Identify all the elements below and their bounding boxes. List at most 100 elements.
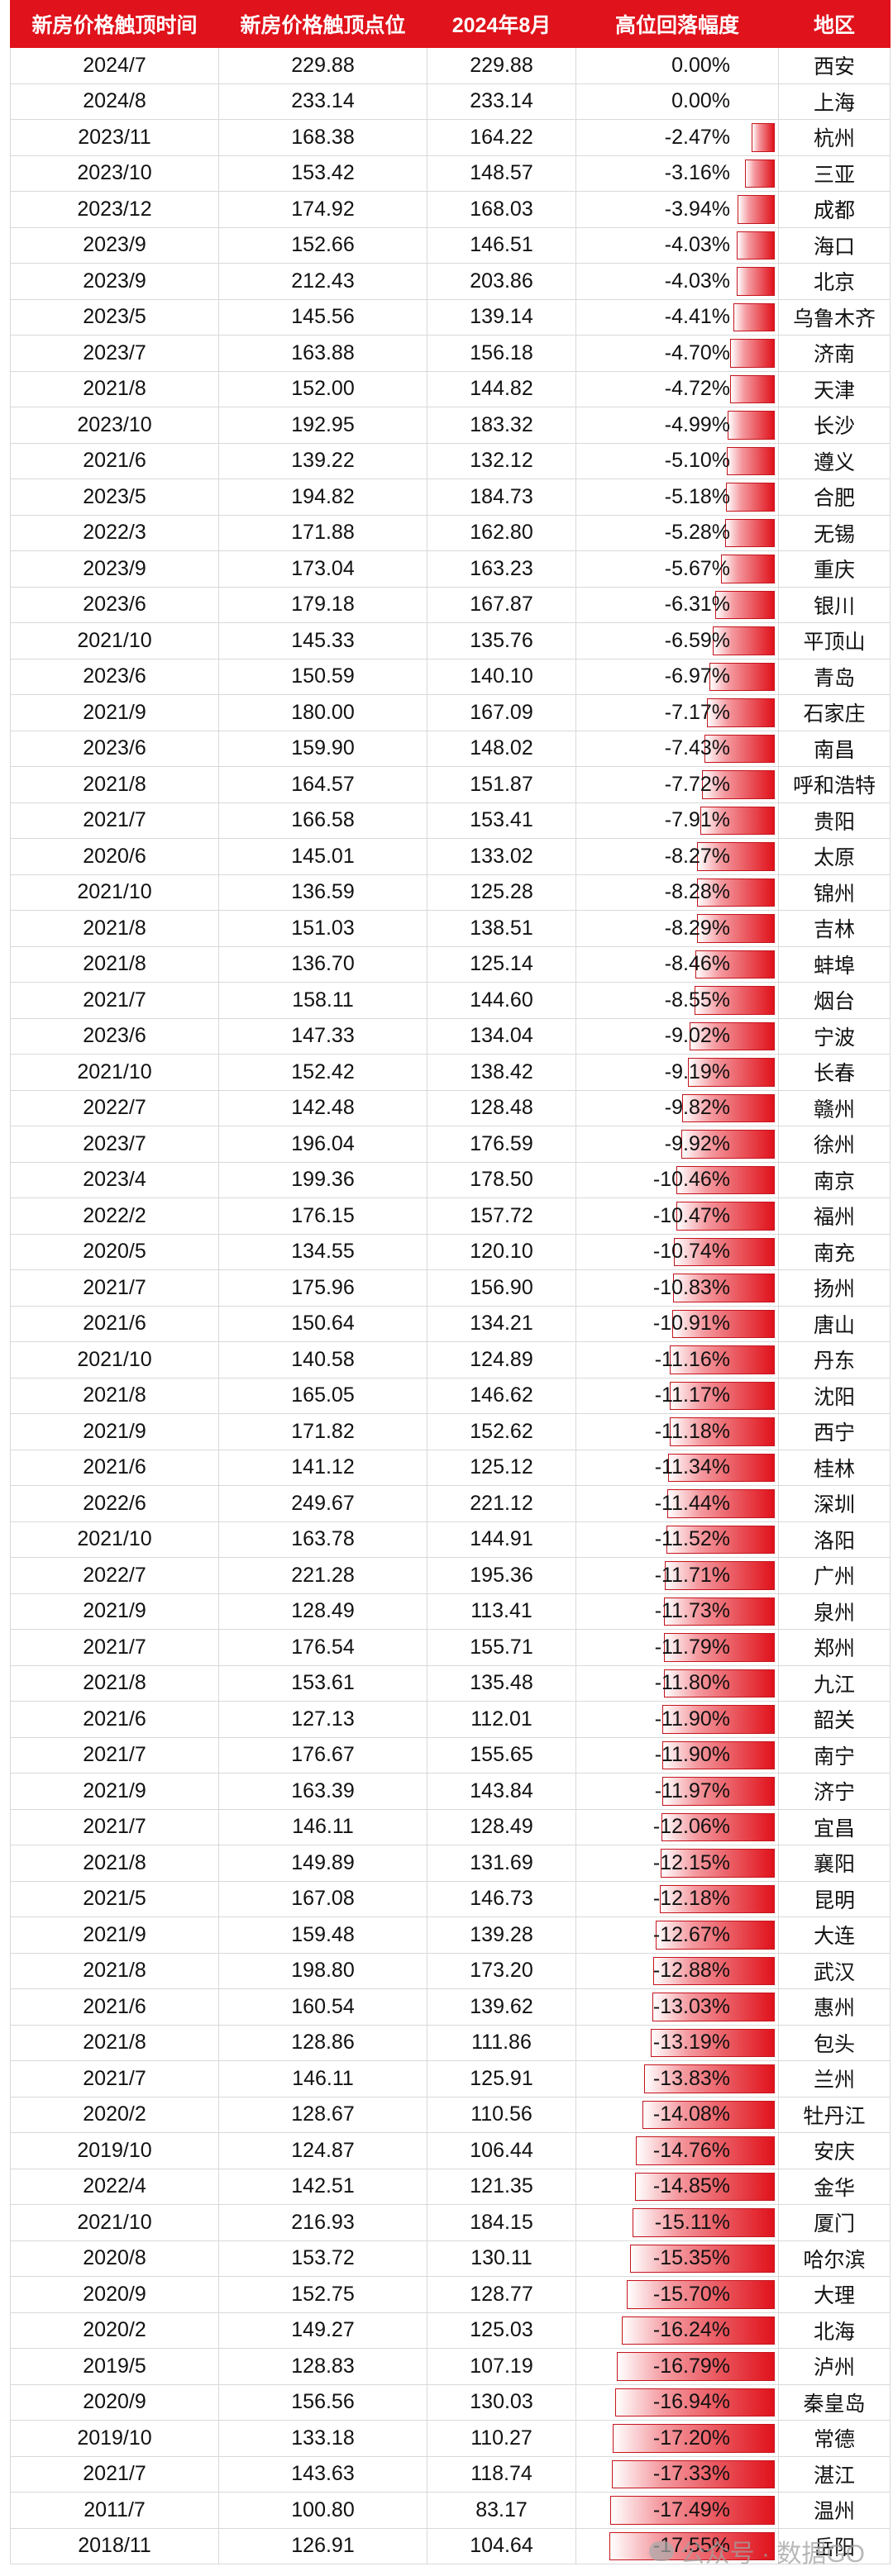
cell-peak-value: 174.92 (218, 191, 427, 228)
cell-drop-pct: -13.83% (575, 2060, 779, 2097)
drop-bar (725, 483, 775, 512)
cell-region: 遵义 (778, 442, 891, 479)
table-row: 2023/6 159.90 148.02 -7.43% 南昌 (10, 730, 891, 767)
cell-drop-pct: -4.03% (575, 263, 779, 300)
table-row: 2021/6 127.13 112.01 -11.90% 韶关 (10, 1701, 891, 1738)
cell-peak-value: 133.18 (218, 2420, 427, 2457)
drop-pct-text: -5.28% (664, 521, 730, 545)
cell-peak-value: 167.08 (218, 1880, 427, 1917)
drop-bar (634, 2172, 775, 2201)
cell-drop-pct: -17.33% (575, 2455, 779, 2493)
table-row: 2011/7 100.80 83.17 -17.49% 温州 (10, 2492, 891, 2529)
drop-pct-text: -11.97% (654, 1778, 730, 1802)
drop-pct-text: -14.08% (652, 2102, 730, 2126)
table-row: 2021/8 164.57 151.87 -7.72% 呼和浩特 (10, 766, 891, 803)
cell-peak-time: 2021/8 (10, 1845, 219, 1882)
table-row: 2019/10 124.87 106.44 -14.76% 安庆 (10, 2132, 891, 2169)
drop-bar (666, 1525, 775, 1554)
drop-pct-text: -15.35% (652, 2246, 730, 2270)
drop-pct-text: -10.47% (652, 1203, 730, 1227)
drop-bar (751, 123, 775, 152)
cell-aug-value: 146.51 (427, 226, 576, 264)
table-row: 2023/10 153.42 148.57 -3.16% 三亚 (10, 155, 891, 192)
cell-peak-value: 165.05 (218, 1377, 427, 1414)
cell-aug-value: 138.51 (427, 910, 576, 947)
table-row: 2020/9 156.56 130.03 -16.94% 秦皇岛 (10, 2383, 891, 2421)
cell-aug-value: 128.48 (427, 1089, 576, 1126)
cell-peak-time: 2021/9 (10, 1917, 219, 1954)
cell-peak-time: 2021/8 (10, 945, 219, 983)
cell-peak-value: 128.49 (218, 1593, 427, 1630)
cell-peak-value: 152.66 (218, 226, 427, 264)
cell-peak-value: 163.78 (218, 1521, 427, 1558)
drop-bar (730, 374, 775, 403)
cell-drop-pct: -9.02% (575, 1017, 779, 1055)
cell-region: 赣州 (778, 1089, 891, 1126)
cell-drop-pct: -8.46% (575, 945, 779, 983)
drop-pct-text: 0.00% (671, 53, 730, 77)
cell-peak-value: 136.59 (218, 874, 427, 911)
cell-peak-value: 159.48 (218, 1917, 427, 1954)
cell-aug-value: 152.62 (427, 1413, 576, 1450)
table-row: 2021/9 163.39 143.84 -11.97% 济宁 (10, 1773, 891, 1810)
drop-bar (694, 986, 775, 1015)
drop-pct-text: -8.27% (664, 844, 730, 868)
cell-peak-value: 168.38 (218, 119, 427, 156)
cell-drop-pct: -16.24% (575, 2312, 779, 2349)
drop-pct-text: -15.70% (652, 2282, 730, 2306)
drop-pct-text: -7.43% (664, 736, 730, 760)
table-row: 2020/6 145.01 133.02 -8.27% 太原 (10, 838, 891, 875)
cell-peak-value: 134.55 (218, 1233, 427, 1270)
cell-peak-time: 2021/10 (10, 2204, 219, 2241)
drop-pct-text: -14.85% (652, 2174, 730, 2198)
cell-aug-value: 155.71 (427, 1629, 576, 1666)
cell-drop-pct: -2.47% (575, 119, 779, 156)
price-drop-table: 新房价格触顶时间 新房价格触顶点位 2024年8月 高位回落幅度 地区 2024… (10, 0, 891, 2564)
drop-bar (609, 2496, 775, 2525)
table-row: 2021/9 180.00 167.09 -7.17% 石家庄 (10, 694, 891, 731)
cell-peak-value: 153.72 (218, 2240, 427, 2277)
cell-drop-pct: -11.34% (575, 1449, 779, 1486)
drop-pct-text: -10.91% (652, 1312, 730, 1336)
cell-drop-pct: -16.79% (575, 2348, 779, 2385)
drop-pct-text: -15.11% (654, 2210, 730, 2234)
cell-peak-value: 100.80 (218, 2492, 427, 2529)
table-row: 2020/2 128.67 110.56 -14.08% 牡丹江 (10, 2096, 891, 2133)
table-row: 2023/9 212.43 203.86 -4.03% 北京 (10, 263, 891, 300)
drop-bar (733, 302, 775, 331)
cell-aug-value: 132.12 (427, 442, 576, 479)
cell-drop-pct: -8.29% (575, 910, 779, 947)
cell-aug-value: 153.41 (427, 802, 576, 839)
drop-pct-text: -8.55% (664, 988, 730, 1012)
drop-pct-text: -4.70% (664, 340, 730, 364)
drop-bar (726, 446, 775, 475)
cell-region: 宁波 (778, 1017, 891, 1055)
cell-aug-value: 221.12 (427, 1485, 576, 1522)
cell-peak-value: 126.91 (218, 2527, 427, 2564)
drop-bar (696, 842, 775, 871)
cell-aug-value: 156.90 (427, 1269, 576, 1307)
cell-drop-pct: -15.11% (575, 2204, 779, 2241)
cell-peak-value: 175.96 (218, 1269, 427, 1307)
cell-aug-value: 155.65 (427, 1736, 576, 1774)
drop-pct-text: -16.79% (652, 2354, 730, 2378)
cell-peak-value: 198.80 (218, 1952, 427, 1989)
cell-drop-pct: -13.03% (575, 1988, 779, 2026)
cell-aug-value: 130.11 (427, 2240, 576, 2277)
drop-pct-text: -4.72% (664, 377, 730, 401)
table-row: 2021/7 143.63 118.74 -17.33% 湛江 (10, 2455, 891, 2493)
drop-pct-text: -6.97% (664, 664, 730, 688)
cell-peak-time: 2024/8 (10, 83, 219, 120)
cell-region: 兰州 (778, 2060, 891, 2097)
cell-peak-value: 128.67 (218, 2096, 427, 2133)
cell-region: 扬州 (778, 1269, 891, 1307)
cell-aug-value: 184.73 (427, 479, 576, 516)
cell-drop-pct: -17.20% (575, 2420, 779, 2457)
drop-pct-text: -11.71% (654, 1563, 730, 1587)
cell-drop-pct: -14.85% (575, 2168, 779, 2205)
cell-peak-value: 179.18 (218, 586, 427, 623)
data-table-container: 新房价格触顶时间 新房价格触顶点位 2024年8月 高位回落幅度 地区 2024… (10, 0, 891, 2576)
cell-region: 秦皇岛 (778, 2383, 891, 2421)
cell-peak-time: 2020/8 (10, 2240, 219, 2277)
cell-aug-value: 83.17 (427, 2492, 576, 2529)
